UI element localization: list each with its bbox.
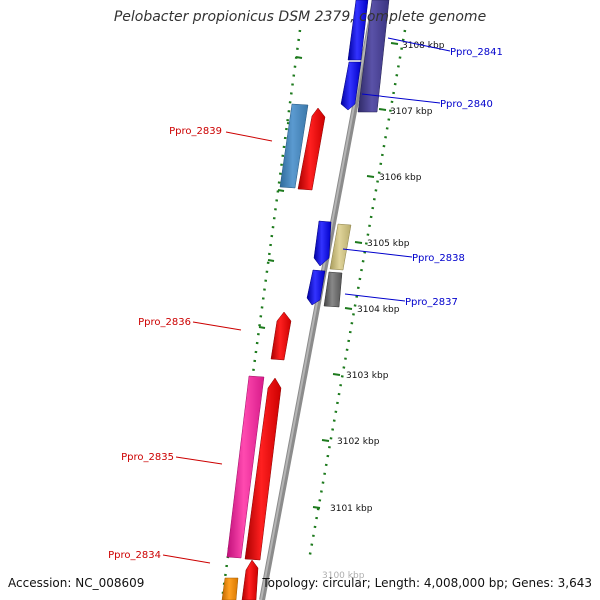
tick-label: 3107 kbp xyxy=(390,107,433,117)
map-title: Pelobacter propionicus DSM 2379, complet… xyxy=(113,9,487,25)
tick-3102: 3102 kbp xyxy=(321,437,380,447)
gene-label[interactable]: Ppro_2835 xyxy=(121,452,174,463)
gene-label[interactable]: Ppro_2839 xyxy=(169,126,222,137)
tick-3107: 3107 kbp xyxy=(378,107,433,117)
topology-text: Topology: circular; Length: 4,008,000 bp… xyxy=(262,576,592,590)
gene-ppro-2835[interactable] xyxy=(226,375,282,561)
gene-ppro-2840[interactable] xyxy=(340,61,362,111)
gene-ppro-2839[interactable] xyxy=(279,103,326,191)
tick-3105: 3105 kbp xyxy=(354,239,410,249)
gene-label[interactable]: Ppro_2841 xyxy=(450,47,503,58)
tick-3101: 3101 kbp xyxy=(312,504,373,514)
gene-label[interactable]: Ppro_2837 xyxy=(405,297,458,308)
tick-label: 3105 kbp xyxy=(367,239,410,249)
gene-ppro-2837[interactable] xyxy=(306,269,343,308)
tick-label: 3108 kbp xyxy=(402,41,445,51)
label-ppro-2834[interactable]: Ppro_2834 xyxy=(108,550,211,564)
gene-label[interactable]: Ppro_2836 xyxy=(138,317,191,328)
label-ppro-2837[interactable]: Ppro_2837 xyxy=(344,293,458,308)
label-ppro-2838[interactable]: Ppro_2838 xyxy=(342,248,465,264)
label-ppro-2839[interactable]: Ppro_2839 xyxy=(169,126,273,142)
tick-3104: 3104 kbp xyxy=(344,305,400,315)
gene-ppro-2841[interactable] xyxy=(347,0,390,113)
label-ppro-2835[interactable]: Ppro_2835 xyxy=(121,452,223,465)
gene-label[interactable]: Ppro_2838 xyxy=(412,253,465,264)
tick-label: 3103 kbp xyxy=(346,371,389,381)
gene-label[interactable]: Ppro_2840 xyxy=(440,99,493,110)
gene-label[interactable]: Ppro_2834 xyxy=(108,550,161,561)
tick-3106: 3106 kbp xyxy=(366,173,422,183)
tick-label: 3102 kbp xyxy=(337,437,380,447)
tick-label: 3101 kbp xyxy=(330,504,373,514)
tick-label: 3106 kbp xyxy=(379,173,422,183)
label-ppro-2841[interactable]: Ppro_2841 xyxy=(387,37,503,58)
tick-3103: 3103 kbp xyxy=(332,371,389,381)
tick-3108: 3108 kbp xyxy=(390,41,445,51)
label-ppro-2840[interactable]: Ppro_2840 xyxy=(361,93,493,110)
gene-ppro-2836[interactable] xyxy=(270,311,292,361)
accession-text: Accession: NC_008609 xyxy=(8,576,145,590)
gene-ppro-2834[interactable] xyxy=(221,559,259,600)
label-ppro-2836[interactable]: Ppro_2836 xyxy=(138,317,242,331)
tick-3100: 3100 kbp xyxy=(322,571,365,581)
gene-ppro-2838[interactable] xyxy=(313,220,352,271)
tick-label: 3104 kbp xyxy=(357,305,400,315)
tick-label: 3100 kbp xyxy=(322,571,365,581)
